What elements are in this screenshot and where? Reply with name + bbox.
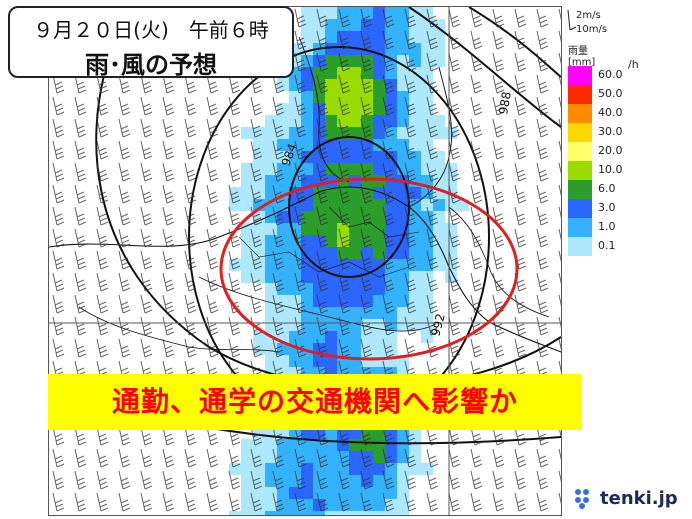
tenki-logo: tenki.jp xyxy=(572,484,682,512)
wind-key-10: 10m/s xyxy=(576,24,608,35)
legend-swatch xyxy=(568,199,592,218)
legend-swatch xyxy=(568,161,592,180)
legend-swatch xyxy=(568,123,592,142)
legend-title-main: 雨量 xyxy=(568,46,588,57)
legend-swatch xyxy=(568,218,592,237)
isobar-label-992: 992 xyxy=(428,312,447,338)
legend-swatch-label: 20.0 xyxy=(598,144,623,157)
legend-swatch-label: 50.0 xyxy=(598,87,623,100)
forecast-datetime: ９月２０日(火) 午前６時 xyxy=(33,18,269,42)
wind-key-2: 2m/s xyxy=(576,10,601,21)
legend-title: 雨量 [mm] xyxy=(568,46,595,68)
legend-swatch-label: 60.0 xyxy=(598,68,623,81)
wind-key-icon xyxy=(567,9,577,31)
legend-swatch xyxy=(568,85,592,104)
legend-swatch xyxy=(568,142,592,161)
legend-swatch-label: 10.0 xyxy=(598,163,623,176)
legend-swatch-label: 1.0 xyxy=(598,220,616,233)
legend-unit: /h xyxy=(628,58,639,71)
headline-banner: 通勤、通学の交通機関へ影響か xyxy=(48,374,582,430)
legend: 2m/s 10m/s 雨量 [mm] /h 60.0 50.0 40.0 30.0 20… xyxy=(562,6,690,256)
tenki-logo-text: tenki.jp xyxy=(600,488,678,509)
legend-swatch xyxy=(568,66,592,85)
forecast-title: 雨･風の予想 xyxy=(85,51,217,79)
highlight-ellipse xyxy=(219,177,519,361)
legend-swatch-label: 6.0 xyxy=(598,182,616,195)
legend-swatch-label: 40.0 xyxy=(598,106,623,119)
legend-swatch xyxy=(568,237,592,256)
legend-swatch-label: 0.1 xyxy=(598,239,616,252)
legend-swatch xyxy=(568,104,592,123)
weather-map: 984 988 992 xyxy=(48,6,562,516)
map-canvas: 984 988 992 xyxy=(49,7,561,515)
legend-swatch xyxy=(568,180,592,199)
isobar-label-988: 988 xyxy=(496,91,514,116)
wind-barbs xyxy=(49,7,561,515)
legend-swatch-label: 30.0 xyxy=(598,125,623,138)
legend-swatch-label: 3.0 xyxy=(598,201,616,214)
tenki-logo-icon xyxy=(575,489,589,509)
legend-title-unit: [mm] xyxy=(568,57,596,68)
title-box: ９月２０日(火) 午前６時 雨･風の予想 xyxy=(8,6,294,79)
